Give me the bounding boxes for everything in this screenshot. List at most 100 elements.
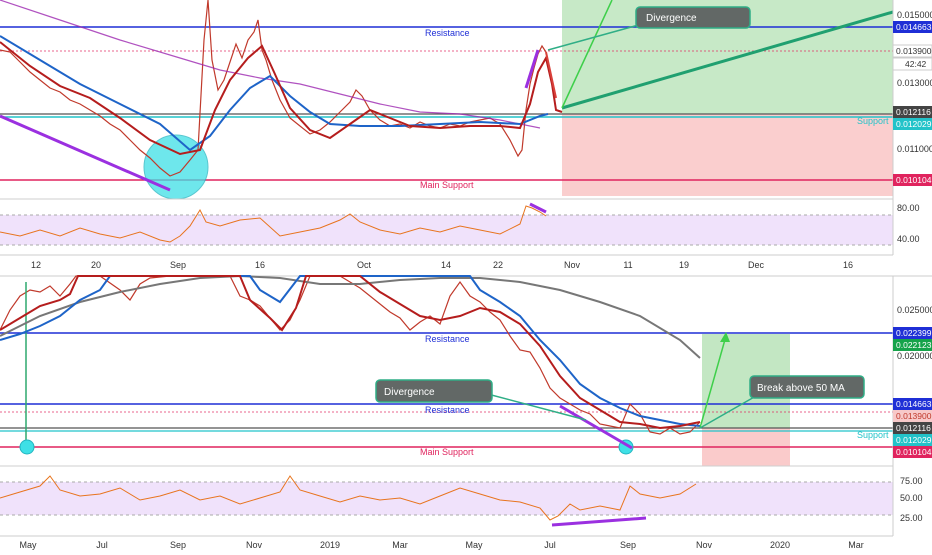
top-x-tick: 22 — [493, 260, 503, 270]
bottom-up-arrow-line — [699, 335, 727, 429]
top-divergence-callout-text: Divergence — [646, 13, 697, 24]
top-divergence-trendline — [0, 114, 171, 192]
bottom-x-tick: Sep — [620, 540, 636, 550]
bottom-x-tick: Nov — [696, 540, 713, 550]
bottom-badge-entry — [893, 422, 932, 434]
top-x-tick: 19 — [679, 260, 689, 270]
top-rsi-tick: 40.00 — [897, 234, 920, 244]
bottom-break-callout — [749, 375, 865, 399]
bottom-break-pointer — [699, 395, 757, 429]
bottom-rsi-divergence-line — [551, 516, 647, 527]
top-badge-price — [892, 44, 932, 58]
top-price-drop-line — [545, 51, 557, 99]
bottom-left-highlight — [19, 439, 35, 455]
bottom-rsi-tick: 75.00 — [900, 476, 923, 486]
top-y-tick: 0.013000 — [897, 78, 932, 88]
bottom-ma-gray — [0, 274, 701, 359]
bottom-badge-upper-resistance-text: 0.022399 — [896, 328, 932, 338]
top-badge-main-support — [893, 174, 932, 186]
top-rsi-line — [0, 205, 547, 243]
bottom-badge-upper-resistance — [893, 327, 932, 339]
bottom-rsi-tick: 50.00 — [900, 493, 923, 503]
top-up-arrow-line — [561, 0, 613, 109]
bottom-up-arrow-head — [720, 332, 730, 342]
bottom-divergence-callout-text: Divergence — [384, 387, 435, 398]
bottom-upper-resistance-label: Resistance — [425, 334, 470, 344]
top-stop-zone — [562, 114, 893, 196]
bottom-badge-resistance — [893, 398, 932, 410]
top-x-tick: 16 — [255, 260, 265, 270]
top-badge-countdown-text: 42:42 — [905, 59, 927, 69]
bottom-divergence-pointer — [479, 391, 587, 421]
bottom-rsi-line — [0, 475, 697, 521]
top-x-tick: Nov — [564, 260, 581, 270]
bottom-main-support-label: Main Support — [420, 447, 474, 457]
bottom-badge-support-text: 0.012029 — [896, 435, 932, 445]
top-badge-resistance — [893, 21, 932, 33]
top-x-ticks: 12 20 Sep 16 Oct 14 22 Nov 11 19 Dec 16 — [31, 260, 853, 270]
top-x-tick: Sep — [170, 260, 186, 270]
bottom-rsi-tick: 25.00 — [900, 513, 923, 523]
bottom-badge-resistance-text: 0.014663 — [896, 399, 932, 409]
top-badge-entry — [893, 106, 932, 118]
top-rsi-tick: 80.00 — [897, 203, 920, 213]
bottom-x-tick: 2019 — [320, 540, 340, 550]
bottom-divergence-trendline — [559, 404, 633, 450]
bottom-chart: Divergence Break above 50 MA Resistance … — [0, 274, 932, 550]
top-resistance-label: Resistance — [425, 28, 470, 38]
bottom-x-tick: Jul — [96, 540, 108, 550]
top-chart: Divergence Resistance Support Main Suppo… — [0, 0, 932, 270]
bottom-x-ticks: May Jul Sep Nov 2019 Mar May Jul Sep Nov… — [19, 540, 863, 550]
top-x-tick: Oct — [357, 260, 372, 270]
top-ma-red — [0, 41, 563, 156]
top-ma-purple — [0, 0, 541, 129]
bottom-badge-price-text: 0.013900 — [896, 411, 932, 421]
top-badge-support-text: 0.012029 — [896, 119, 932, 129]
bottom-badge-target — [893, 339, 932, 351]
top-rsi-divergence-line — [529, 202, 547, 214]
top-badge-main-support-text: 0.010104 — [896, 175, 932, 185]
bottom-ma-blue — [0, 275, 701, 427]
top-x-tick: 11 — [623, 260, 632, 270]
bottom-badge-main-support — [893, 446, 932, 458]
bottom-badge-target-text: 0.022123 — [896, 340, 932, 350]
bottom-support-label: Support — [857, 430, 889, 440]
top-x-tick: 20 — [91, 260, 101, 270]
bottom-divergence-callout — [375, 379, 493, 403]
top-y-tick: 0.015000 — [897, 10, 932, 20]
bottom-break-callout-text: Break above 50 MA — [757, 383, 845, 394]
top-badge-support — [893, 118, 932, 130]
top-x-tick: Dec — [748, 260, 765, 270]
top-divergence-callout — [635, 6, 751, 29]
bottom-badge-main-support-text: 0.010104 — [896, 447, 932, 457]
top-long-trendline — [561, 10, 894, 110]
top-y-tick: 0.011000 — [897, 144, 932, 154]
top-price-line — [0, 0, 547, 177]
top-main-support-label: Main Support — [420, 180, 474, 190]
top-badge-resistance-text: 0.014663 — [896, 22, 932, 32]
bottom-x-tick: Sep — [170, 540, 186, 550]
bottom-x-tick: May — [19, 540, 37, 550]
top-support-label: Support — [857, 116, 889, 126]
bottom-x-tick: 2020 — [770, 540, 790, 550]
top-badge-countdown — [892, 57, 932, 71]
top-x-tick: 16 — [843, 260, 853, 270]
bottom-x-tick: Mar — [392, 540, 408, 550]
bottom-y-tick: 0.025000 — [897, 305, 932, 315]
top-divergence-short-line — [524, 49, 540, 89]
bottom-x-tick: Mar — [848, 540, 864, 550]
bottom-x-tick: May — [465, 540, 483, 550]
bottom-x-tick: Jul — [544, 540, 556, 550]
bottom-rsi-band — [0, 482, 893, 515]
bottom-resistance-label: Resistance — [425, 405, 470, 415]
bottom-y-tick: 0.020000 — [897, 351, 932, 361]
bottom-badge-entry-text: 0.012116 — [896, 423, 931, 433]
top-callout-pointer — [547, 23, 643, 51]
bottom-badge-support — [893, 434, 932, 446]
bottom-ma-red — [0, 275, 701, 430]
top-x-tick: 14 — [441, 260, 451, 270]
bottom-badge-price — [893, 410, 932, 422]
bottom-x-tick: Nov — [246, 540, 263, 550]
